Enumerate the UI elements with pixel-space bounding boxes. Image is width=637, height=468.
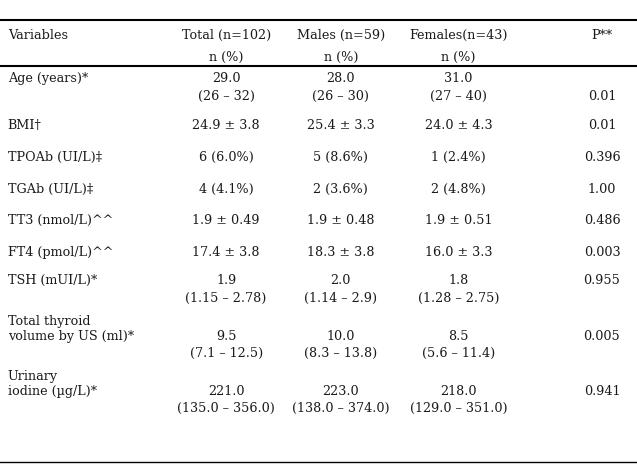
Text: 0.955: 0.955 [583, 274, 620, 287]
Text: FT4 (pmol/L)^^: FT4 (pmol/L)^^ [8, 246, 113, 259]
Text: 25.4 ± 3.3: 25.4 ± 3.3 [307, 119, 375, 132]
Text: TT3 (nmol/L)^^: TT3 (nmol/L)^^ [8, 214, 113, 227]
Text: 28.0: 28.0 [327, 72, 355, 85]
Text: 1.9 ± 0.49: 1.9 ± 0.49 [192, 214, 260, 227]
Text: P**: P** [591, 29, 613, 42]
Text: Total (n=102): Total (n=102) [182, 29, 271, 42]
Text: 0.005: 0.005 [583, 330, 620, 343]
Text: 1.9 ± 0.48: 1.9 ± 0.48 [307, 214, 375, 227]
Text: (26 – 32): (26 – 32) [197, 90, 255, 103]
Text: 24.9 ± 3.8: 24.9 ± 3.8 [192, 119, 260, 132]
Text: Males (n=59): Males (n=59) [297, 29, 385, 42]
Text: Variables: Variables [8, 29, 68, 42]
Text: 0.01: 0.01 [588, 119, 616, 132]
Text: 2 (3.6%): 2 (3.6%) [313, 183, 368, 196]
Text: 0.486: 0.486 [583, 214, 620, 227]
Text: 5 (8.6%): 5 (8.6%) [313, 151, 368, 164]
Text: Females(n=43): Females(n=43) [410, 29, 508, 42]
Text: (138.0 – 374.0): (138.0 – 374.0) [292, 402, 390, 415]
Text: (5.6 – 11.4): (5.6 – 11.4) [422, 347, 495, 359]
Text: 1 (2.4%): 1 (2.4%) [431, 151, 486, 164]
Text: (27 – 40): (27 – 40) [430, 90, 487, 103]
Text: 2.0: 2.0 [331, 274, 351, 287]
Text: BMI†: BMI† [8, 119, 41, 132]
Text: n (%): n (%) [209, 51, 243, 64]
Text: 1.9: 1.9 [216, 274, 236, 287]
Text: 2 (4.8%): 2 (4.8%) [431, 183, 486, 196]
Text: (129.0 – 351.0): (129.0 – 351.0) [410, 402, 508, 415]
Text: TGAb (UI/L)‡: TGAb (UI/L)‡ [8, 183, 93, 196]
Text: 24.0 ± 4.3: 24.0 ± 4.3 [425, 119, 492, 132]
Text: 0.941: 0.941 [583, 385, 620, 398]
Text: (26 – 30): (26 – 30) [312, 90, 369, 103]
Text: 218.0: 218.0 [440, 385, 477, 398]
Text: 221.0: 221.0 [208, 385, 245, 398]
Text: (1.28 – 2.75): (1.28 – 2.75) [418, 292, 499, 305]
Text: 31.0: 31.0 [445, 72, 473, 85]
Text: 223.0: 223.0 [322, 385, 359, 398]
Text: 8.5: 8.5 [448, 330, 469, 343]
Text: 29.0: 29.0 [212, 72, 240, 85]
Text: 10.0: 10.0 [327, 330, 355, 343]
Text: 16.0 ± 3.3: 16.0 ± 3.3 [425, 246, 492, 259]
Text: volume by US (ml)*: volume by US (ml)* [8, 330, 134, 343]
Text: 4 (4.1%): 4 (4.1%) [199, 183, 254, 196]
Text: 1.9 ± 0.51: 1.9 ± 0.51 [425, 214, 492, 227]
Text: (1.14 – 2.9): (1.14 – 2.9) [304, 292, 377, 305]
Text: Age (years)*: Age (years)* [8, 72, 88, 85]
Text: (135.0 – 356.0): (135.0 – 356.0) [177, 402, 275, 415]
Text: 9.5: 9.5 [216, 330, 236, 343]
Text: Total thyroid: Total thyroid [8, 315, 90, 328]
Text: n (%): n (%) [324, 51, 358, 64]
Text: 17.4 ± 3.8: 17.4 ± 3.8 [192, 246, 260, 259]
Text: TSH (mUI/L)*: TSH (mUI/L)* [8, 274, 97, 287]
Text: 0.396: 0.396 [583, 151, 620, 164]
Text: 0.003: 0.003 [583, 246, 620, 259]
Text: 18.3 ± 3.8: 18.3 ± 3.8 [307, 246, 375, 259]
Text: TPOAb (UI/L)‡: TPOAb (UI/L)‡ [8, 151, 102, 164]
Text: 1.00: 1.00 [588, 183, 616, 196]
Text: Urinary: Urinary [8, 370, 58, 383]
Text: 6 (6.0%): 6 (6.0%) [199, 151, 254, 164]
Text: (1.15 – 2.78): (1.15 – 2.78) [185, 292, 267, 305]
Text: (8.3 – 13.8): (8.3 – 13.8) [304, 347, 377, 359]
Text: 0.01: 0.01 [588, 90, 616, 103]
Text: n (%): n (%) [441, 51, 476, 64]
Text: iodine (µg/L)*: iodine (µg/L)* [8, 385, 97, 398]
Text: 1.8: 1.8 [448, 274, 469, 287]
Text: (7.1 – 12.5): (7.1 – 12.5) [190, 347, 262, 359]
